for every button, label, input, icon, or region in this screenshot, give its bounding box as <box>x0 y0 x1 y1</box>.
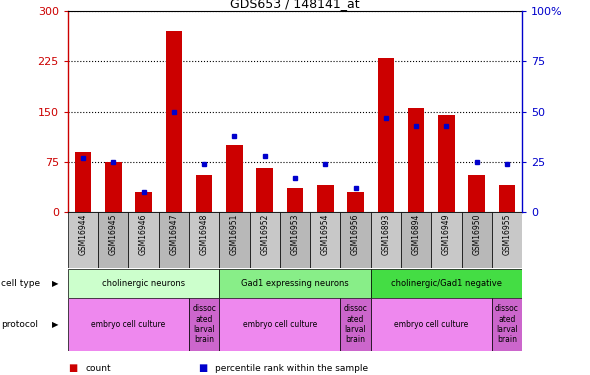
Bar <box>408 108 424 212</box>
Text: GSM16952: GSM16952 <box>260 214 269 255</box>
Bar <box>340 298 371 351</box>
Bar <box>219 269 371 298</box>
Bar <box>348 192 364 212</box>
Bar <box>75 152 91 212</box>
Bar <box>159 212 189 268</box>
Text: dissoc
ated
larval
brain: dissoc ated larval brain <box>495 304 519 345</box>
Bar <box>371 212 401 268</box>
Text: ■: ■ <box>68 363 77 373</box>
Text: GSM16947: GSM16947 <box>169 214 178 255</box>
Text: GSM16945: GSM16945 <box>109 214 118 255</box>
Text: count: count <box>86 364 111 373</box>
Bar <box>371 298 492 351</box>
Bar <box>129 212 159 268</box>
Text: GSM16950: GSM16950 <box>472 214 481 255</box>
Bar <box>189 298 219 351</box>
Bar <box>492 212 522 268</box>
Text: GSM16944: GSM16944 <box>78 214 87 255</box>
Text: GSM16893: GSM16893 <box>381 214 391 255</box>
Bar <box>257 168 273 212</box>
Text: GSM16956: GSM16956 <box>351 214 360 255</box>
Bar <box>401 212 431 268</box>
Bar <box>431 212 461 268</box>
Bar <box>219 212 250 268</box>
Text: embryo cell culture: embryo cell culture <box>394 320 468 329</box>
Bar <box>219 298 340 351</box>
Bar <box>310 212 340 268</box>
Bar <box>499 185 515 212</box>
Text: cell type: cell type <box>1 279 40 288</box>
Bar <box>371 269 522 298</box>
Text: Gad1 expressing neurons: Gad1 expressing neurons <box>241 279 349 288</box>
Text: ■: ■ <box>198 363 207 373</box>
Text: embryo cell culture: embryo cell culture <box>242 320 317 329</box>
Text: GSM16946: GSM16946 <box>139 214 148 255</box>
Text: GSM16894: GSM16894 <box>412 214 421 255</box>
Text: protocol: protocol <box>1 320 38 329</box>
Bar <box>196 175 212 212</box>
Text: ▶: ▶ <box>52 279 58 288</box>
Bar <box>340 212 371 268</box>
Text: GSM16954: GSM16954 <box>321 214 330 255</box>
Text: cholinergic neurons: cholinergic neurons <box>102 279 185 288</box>
Bar <box>468 175 485 212</box>
Bar <box>68 298 189 351</box>
Text: dissoc
ated
larval
brain: dissoc ated larval brain <box>192 304 216 345</box>
Text: GSM16953: GSM16953 <box>290 214 300 255</box>
Bar <box>317 185 333 212</box>
Text: GSM16948: GSM16948 <box>199 214 209 255</box>
Bar <box>438 115 455 212</box>
Text: GSM16955: GSM16955 <box>503 214 512 255</box>
Text: embryo cell culture: embryo cell culture <box>91 320 166 329</box>
Text: percentile rank within the sample: percentile rank within the sample <box>215 364 369 373</box>
Bar <box>166 32 182 212</box>
Bar <box>378 58 394 212</box>
Bar <box>280 212 310 268</box>
Bar <box>250 212 280 268</box>
Text: GSM16951: GSM16951 <box>230 214 239 255</box>
Bar <box>68 269 219 298</box>
Title: GDS653 / 148141_at: GDS653 / 148141_at <box>230 0 360 10</box>
Text: dissoc
ated
larval
brain: dissoc ated larval brain <box>343 304 368 345</box>
Text: ▶: ▶ <box>52 320 58 329</box>
Bar <box>492 298 522 351</box>
Bar <box>461 212 492 268</box>
Bar <box>287 189 303 212</box>
Bar <box>68 212 98 268</box>
Bar <box>135 192 152 212</box>
Text: cholinergic/Gad1 negative: cholinergic/Gad1 negative <box>391 279 502 288</box>
Bar <box>189 212 219 268</box>
Bar <box>98 212 129 268</box>
Text: GSM16949: GSM16949 <box>442 214 451 255</box>
Bar <box>105 162 122 212</box>
Bar <box>226 145 242 212</box>
